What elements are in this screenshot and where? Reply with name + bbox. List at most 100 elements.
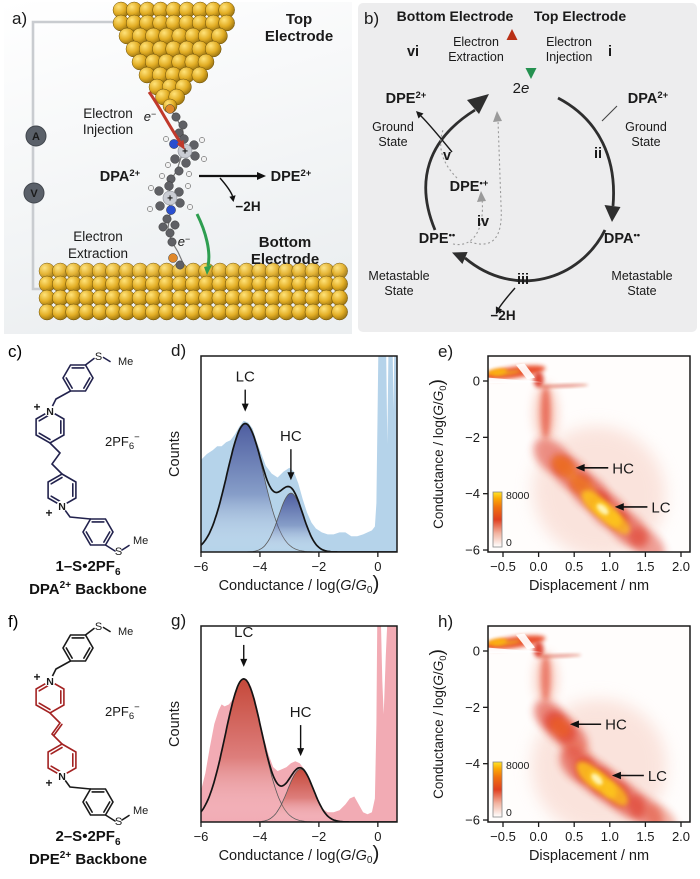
fit-peak-line-HC bbox=[201, 768, 397, 822]
minus-2h-label: −2H bbox=[235, 199, 260, 214]
x-tick-label: 0.5 bbox=[565, 559, 583, 574]
fit-sum-curve bbox=[201, 422, 397, 552]
top-electrode-label-1: Top bbox=[286, 11, 312, 28]
counter-ion: 2PF6− bbox=[105, 432, 140, 452]
density-blob bbox=[603, 780, 628, 806]
density-blob bbox=[591, 773, 603, 785]
annotation-LC: LC bbox=[648, 768, 667, 785]
plot-frame bbox=[200, 355, 398, 553]
density-gap bbox=[515, 633, 535, 650]
dpe-radical-cation-label: DPE•+ bbox=[450, 178, 489, 195]
panel-f-structure: f) N N + bbox=[0, 610, 176, 879]
n1-atom: N bbox=[46, 406, 54, 418]
panel-b-cycle: b) Bottom Electrode Top Electrode Electr… bbox=[358, 3, 697, 332]
gold-atom bbox=[331, 303, 348, 321]
molecule-atom bbox=[158, 222, 168, 232]
molecule-atom bbox=[174, 187, 184, 197]
cycle-arcs bbox=[424, 96, 615, 283]
metastable-left-1: Metastable bbox=[368, 269, 429, 283]
metastable-left-2: State bbox=[384, 284, 413, 298]
peak-annotation-LC: LC bbox=[236, 369, 255, 386]
top-electrode-header: Top Electrode bbox=[534, 8, 627, 24]
x-tick-label: −4 bbox=[253, 829, 268, 844]
step-v: v bbox=[443, 148, 451, 164]
x-tick-label: 1.5 bbox=[636, 829, 654, 844]
x-axis-title: Conductance / log(G/G0) bbox=[219, 572, 380, 596]
to-dpe-ground-arrow bbox=[416, 111, 453, 153]
n1-atom: N bbox=[46, 676, 54, 688]
molecule-atom bbox=[175, 260, 185, 270]
molecule-atom bbox=[165, 104, 175, 114]
x-tick-label: 0 bbox=[374, 559, 381, 574]
y-tick-label: −2 bbox=[465, 430, 480, 445]
panel-h-letter: h) bbox=[438, 612, 453, 631]
heatmap-area bbox=[488, 626, 690, 822]
s1-atom: S bbox=[95, 621, 102, 633]
x-axis: −6 −4 −2 0 bbox=[194, 822, 381, 844]
arrowhead-icon bbox=[575, 464, 585, 472]
arrowhead-icon bbox=[287, 472, 295, 481]
top-electrode-label-2: Electrode bbox=[265, 28, 333, 45]
cycle-arrowheads bbox=[452, 94, 621, 264]
annotation-HC: HC bbox=[605, 717, 627, 734]
plus1: + bbox=[33, 670, 40, 684]
backbone-name: DPA2+ Backbone bbox=[29, 580, 147, 598]
x-tick-label: 0.5 bbox=[565, 829, 583, 844]
colorbar: 8000 0 bbox=[492, 760, 530, 819]
step-i: i bbox=[608, 44, 612, 60]
bottom-electrode-gold-slab bbox=[38, 262, 348, 321]
ground-state-right-2: State bbox=[631, 135, 660, 149]
x-tick-label: 1.0 bbox=[601, 559, 619, 574]
metastable-right-1: Metastable bbox=[611, 269, 672, 283]
svg-text:V: V bbox=[30, 188, 38, 200]
gold-atom bbox=[218, 14, 235, 32]
arrowhead-icon bbox=[569, 720, 579, 728]
x-axis: −0.5 0.0 0.5 1.0 1.5 2.0 bbox=[490, 552, 690, 574]
peak-annotation-HC: HC bbox=[290, 704, 312, 721]
ground-state-right-1: Ground bbox=[625, 120, 667, 134]
density-gap bbox=[515, 363, 535, 380]
colorbar-min-label: 0 bbox=[506, 537, 512, 549]
ground-state-left-2: State bbox=[378, 135, 407, 149]
molecule-atom bbox=[167, 237, 177, 247]
annotation-HC: HC bbox=[612, 460, 634, 477]
y-axis: 0 −2 −4 −6 bbox=[465, 644, 488, 828]
to-minus2h-arrow bbox=[495, 287, 516, 315]
extraction-label-1: Electron bbox=[73, 229, 123, 244]
x-tick-label: 0.0 bbox=[530, 559, 548, 574]
density-blob bbox=[492, 640, 521, 647]
colorbar: 8000 0 bbox=[492, 490, 530, 549]
molecule-atom bbox=[165, 162, 171, 168]
y-tick-label: −4 bbox=[465, 486, 480, 501]
dotted-arrowheads bbox=[477, 111, 502, 202]
injection-text-2: Injection bbox=[546, 50, 593, 64]
panel-e-heatmap: e) −0.5 0.0 0.5 1.0 1.5 2.0 0 −2 −4 −6 Displacemen… bbox=[427, 342, 691, 594]
plus2: + bbox=[45, 506, 52, 520]
dpa-metastable-label: DPA•• bbox=[604, 230, 641, 247]
plot-frame bbox=[487, 625, 691, 823]
fit-peak-fill-LC bbox=[201, 423, 397, 552]
colorbar-min-label: 0 bbox=[506, 807, 512, 819]
metastable-right-2: State bbox=[627, 284, 656, 298]
panel-c-structure: c) N N + + S M bbox=[0, 340, 176, 612]
panel-h-heatmap: h) −0.5 0.0 0.5 1.0 1.5 2.0 0 −2 −4 −6 Displacemen… bbox=[427, 612, 691, 864]
dpe-metastable-label: DPE•• bbox=[419, 230, 456, 247]
gold-atom bbox=[204, 40, 222, 58]
bottom-electrode-header: Bottom Electrode bbox=[397, 8, 514, 24]
fit-peak-fill-HC bbox=[201, 493, 397, 552]
x-axis: −0.5 0.0 0.5 1.0 1.5 2.0 bbox=[490, 822, 690, 844]
molecule-atom bbox=[189, 140, 199, 150]
dotted-pathways bbox=[440, 119, 502, 246]
molecule-atom bbox=[190, 151, 200, 161]
y-tick-label: −4 bbox=[465, 756, 480, 771]
molecule-atom bbox=[201, 156, 207, 162]
molecule-atom bbox=[187, 204, 193, 210]
panel-f-letter: f) bbox=[8, 612, 19, 631]
molecule-atom bbox=[163, 136, 169, 142]
x-tick-label: −6 bbox=[194, 559, 209, 574]
molecule-atom bbox=[148, 185, 154, 191]
plus-charge-icon: + bbox=[182, 147, 188, 158]
plot-area bbox=[201, 626, 397, 822]
gold-atom bbox=[191, 66, 209, 84]
counter-ion: 2PF6− bbox=[105, 702, 140, 722]
